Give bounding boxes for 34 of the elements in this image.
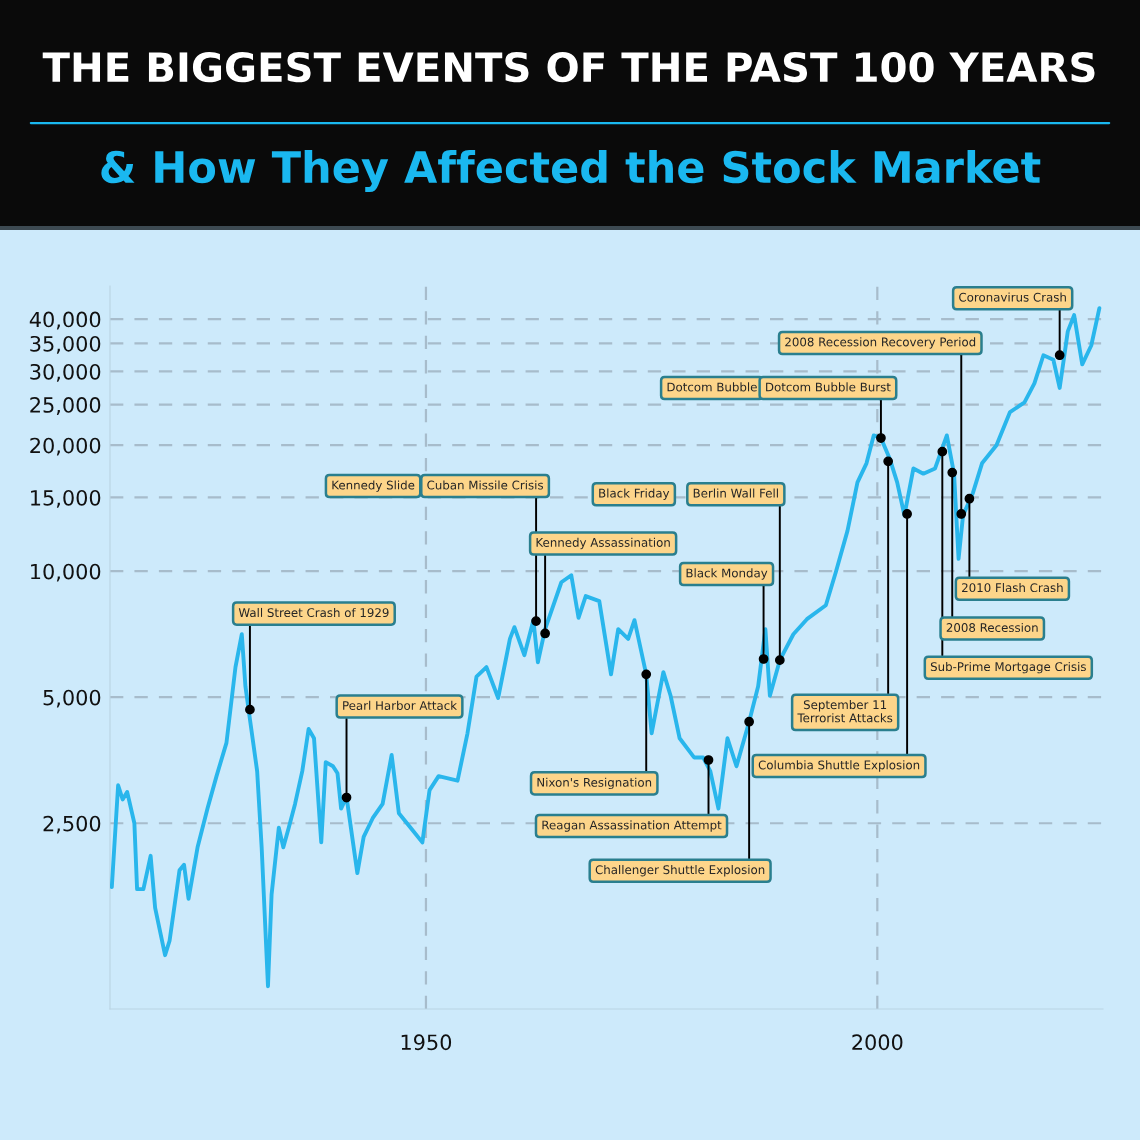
annotation: Black Monday [686,568,768,580]
y-tick-label: 20,000 [30,437,101,456]
y-tick-label: 5,000 [43,689,101,708]
y-tick-label: 30,000 [30,363,101,382]
annotation: 2010 Flash Crash [962,582,1063,593]
annotation: Kennedy Assassination [536,537,670,550]
annotation: Cuban Missile Crisis [427,480,544,490]
annotation: Kennedy Slide [332,480,415,492]
y-tick-label: 40,000 [29,311,101,330]
y-tick-label: 10,000 [31,563,101,582]
annotation: Sub-Prime Mortgage Crisis [930,661,1086,674]
annotation: Black Friday [599,488,670,500]
annotation: Challenger Shuttle Explosion [595,865,765,877]
annotation: Dotcom Bubble [667,382,757,392]
y-tick-label: 35,000 [30,335,101,354]
annotation: Wall Street Crash of 1929 [238,607,389,618]
annotation: Columbia Shuttle Explosion [758,760,920,772]
y-tick-label: 15,000 [31,489,101,508]
annotation: Pearl Harbor Attack [343,700,458,710]
annotation: Coronavirus Crash [959,292,1066,302]
annotation: September 11 Terrorist Attacks [797,700,893,723]
chart-subtitle: & How They Affected the Stock Market [101,150,1041,192]
annotation: 2008 Recession Recovery Period [785,337,976,349]
annotation: Nixon's Resignation [537,777,652,790]
annotation: Berlin Wall Fell [693,488,778,498]
y-tick-label: 25,000 [30,397,101,415]
y-tick-label: 2,500 [43,815,101,834]
chart-title: THE BIGGEST EVENTS OF THE PAST 100 YEARS [42,51,1095,83]
annotation: Reagan Assassination Attempt [542,820,722,832]
x-tick-label: 1950 [401,1034,452,1051]
annotation: Dotcom Bubble Burst [766,382,891,392]
x-tick-label: 2000 [852,1034,903,1051]
line-series [110,306,1102,989]
annotation: 2008 Recession [946,622,1038,633]
